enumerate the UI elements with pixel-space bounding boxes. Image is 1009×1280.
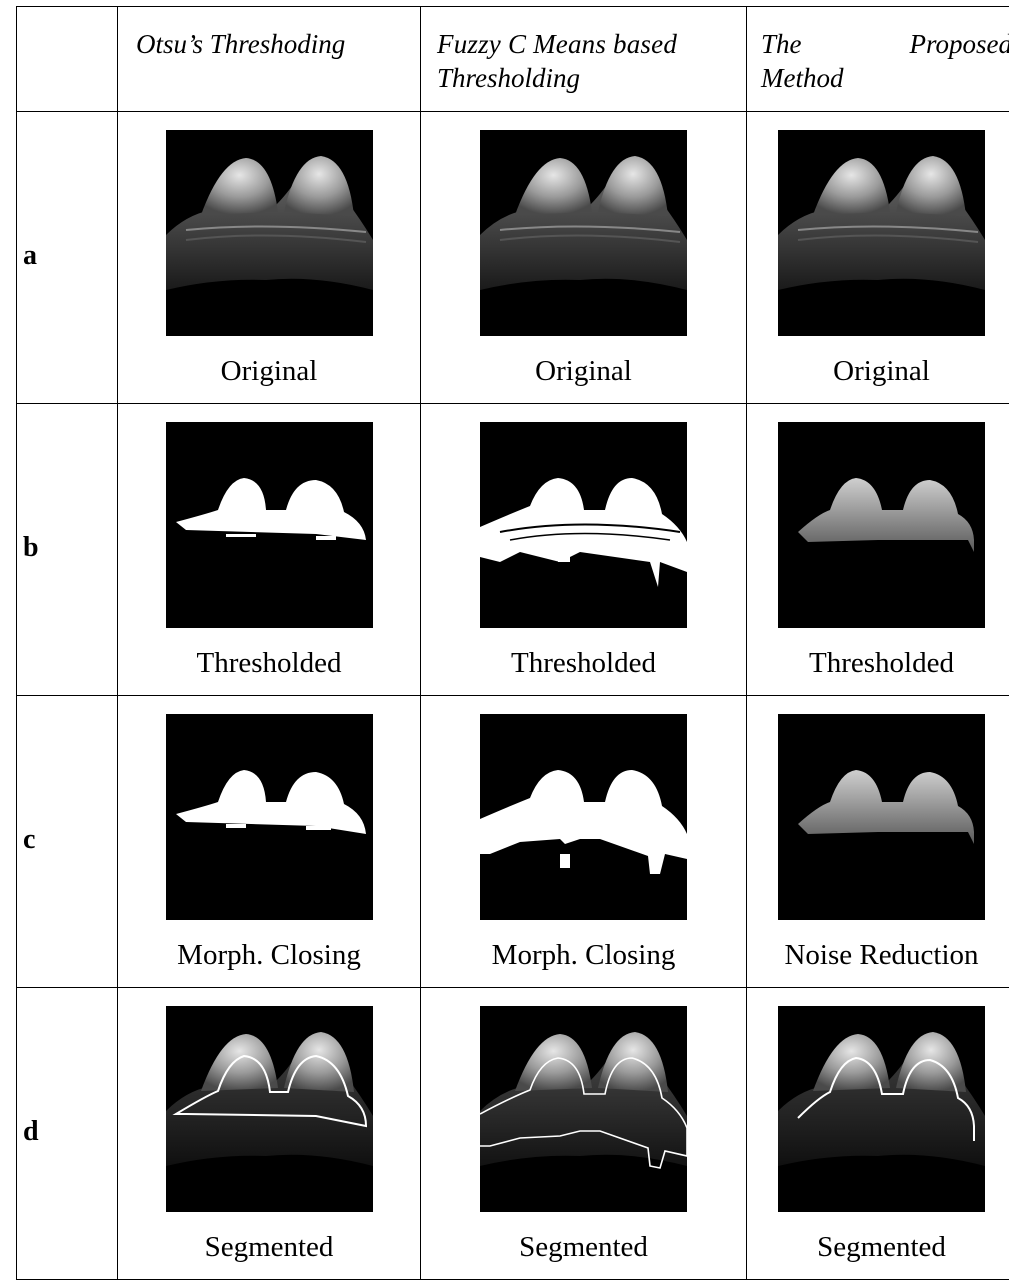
mri-original-image xyxy=(166,130,373,336)
result-cell: Thresholded xyxy=(421,404,747,696)
segmented-contour-image xyxy=(166,1006,373,1212)
result-cell: Segmented xyxy=(747,988,1009,1280)
row-label-cell: a xyxy=(17,112,118,404)
closed-binary-image xyxy=(480,714,687,920)
comparison-table: Otsu’s Threshoding Fuzzy C Means based T… xyxy=(16,6,1009,1280)
header-otsu: Otsu’s Threshoding xyxy=(118,7,421,112)
caption: Noise Reduction xyxy=(784,938,978,972)
caption: Thresholded xyxy=(197,646,342,680)
result-cell: Thresholded xyxy=(747,404,1009,696)
mri-original-image xyxy=(778,130,985,336)
header-proposed-line2: Method xyxy=(761,61,1009,95)
caption: Segmented xyxy=(205,1230,334,1264)
segmented-contour-image xyxy=(480,1006,687,1212)
mri-original-image xyxy=(480,130,687,336)
result-cell: Original xyxy=(747,112,1009,404)
header-empty-cell xyxy=(17,7,118,112)
header-fcm: Fuzzy C Means based Thresholding xyxy=(421,7,747,112)
row-b: b Thresholded Thresholded xyxy=(17,404,1009,696)
row-label-cell: b xyxy=(17,404,118,696)
header-fcm-line2: Thresholding xyxy=(437,61,732,95)
caption: Original xyxy=(535,354,632,388)
row-a: a Original Original xyxy=(17,112,1009,404)
result-cell: Noise Reduction xyxy=(747,696,1009,988)
row-d: d Segmented Segmented xyxy=(17,988,1009,1280)
row-label: b xyxy=(23,532,39,564)
result-cell: Original xyxy=(118,112,421,404)
row-c: c Morph. Closing Morph. Closing Noise Re… xyxy=(17,696,1009,988)
thresholded-binary-image xyxy=(480,422,687,628)
row-label: a xyxy=(23,240,37,272)
thresholded-binary-image xyxy=(166,422,373,628)
caption: Morph. Closing xyxy=(177,938,361,972)
caption: Thresholded xyxy=(511,646,656,680)
header-fcm-line1: Fuzzy C Means based xyxy=(437,27,732,61)
caption: Segmented xyxy=(817,1230,946,1264)
result-cell: Segmented xyxy=(421,988,747,1280)
result-cell: Segmented xyxy=(118,988,421,1280)
result-cell: Morph. Closing xyxy=(118,696,421,988)
caption: Morph. Closing xyxy=(492,938,676,972)
result-cell: Morph. Closing xyxy=(421,696,747,988)
closed-binary-image xyxy=(166,714,373,920)
caption: Original xyxy=(833,354,930,388)
row-label-cell: c xyxy=(17,696,118,988)
header-otsu-text: Otsu’s Threshoding xyxy=(118,7,420,61)
caption: Thresholded xyxy=(809,646,954,680)
segmented-contour-image xyxy=(778,1006,985,1212)
result-cell: Thresholded xyxy=(118,404,421,696)
caption: Original xyxy=(221,354,318,388)
row-label-cell: d xyxy=(17,988,118,1280)
header-row: Otsu’s Threshoding Fuzzy C Means based T… xyxy=(17,7,1009,112)
masked-gray-image xyxy=(778,714,985,920)
result-cell: Original xyxy=(421,112,747,404)
caption: Segmented xyxy=(519,1230,648,1264)
masked-gray-image xyxy=(778,422,985,628)
row-label: c xyxy=(23,824,35,856)
row-label: d xyxy=(23,1116,39,1148)
